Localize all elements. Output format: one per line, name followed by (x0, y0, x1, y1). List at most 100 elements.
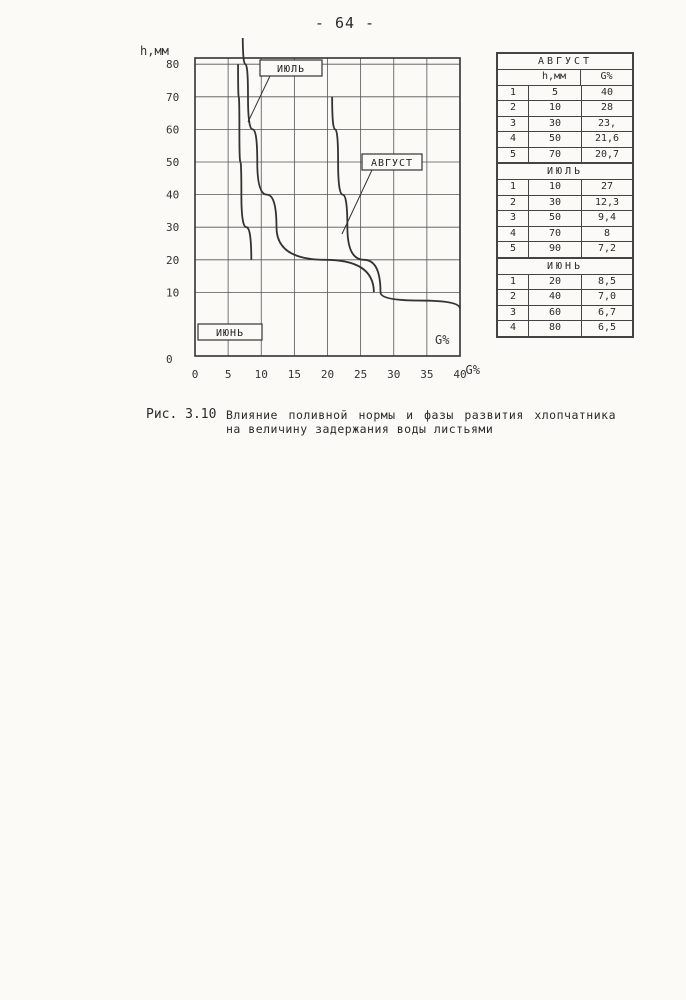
header-g-cell: G% (600, 71, 613, 82)
table-row: 1 5 40 (498, 85, 632, 101)
y-axis-label: h,мм (140, 44, 169, 58)
row-h-value: 5 (529, 85, 582, 100)
y-tick-label: 50 (166, 156, 179, 169)
y-tick-label: 40 (166, 189, 179, 202)
table-row: 4 70 8 (498, 226, 632, 242)
y-tick-label: 60 (166, 123, 179, 136)
y-tick-label: 20 (166, 254, 179, 267)
table-row: 2 10 28 (498, 101, 632, 117)
data-table: АВГУСТ h,мм G% 1 5 40 2 10 28 3 30 23, 4 50 21,6… (496, 52, 634, 338)
x-axis-label: G% (466, 363, 481, 377)
row-index: 3 (498, 305, 529, 320)
row-h-value: 10 (529, 101, 582, 116)
july-line (241, 38, 375, 293)
x-tick-label: 30 (387, 368, 400, 381)
row-index: 5 (498, 147, 529, 162)
row-index: 5 (498, 242, 529, 257)
row-g-value: 23, (597, 117, 617, 129)
y-tick-label: 0 (166, 353, 173, 366)
series-tag-text: АВГУСТ (371, 158, 413, 169)
caption-text: Влияние поливной нормы и фазы развития х… (226, 408, 616, 436)
tick-labels: 0 5 10 15 20 25 30 35 40 0 10 20 30 40 50 60 70 80 (166, 58, 467, 381)
row-g-value: 6,7 (597, 306, 617, 318)
chart-grid (195, 58, 460, 356)
series-tag-july: ИЮЛЬ (247, 59, 323, 123)
table-group-july: ИЮЛЬ 1 10 27 2 30 12,3 3 50 9,4 4 70 8 5 90 7,2 (498, 164, 632, 259)
x-tick-label: 40 (453, 368, 466, 381)
row-index: 2 (498, 101, 529, 116)
row-g-value: 8 (603, 227, 611, 239)
page-number: - 64 - (314, 14, 376, 32)
row-index: 4 (498, 321, 529, 336)
series-tag-text: ИЮНЬ (216, 328, 244, 339)
row-g-value: 8,5 (597, 275, 617, 287)
x-tick-label: 5 (225, 368, 232, 381)
row-index: 3 (498, 211, 529, 226)
table-row: 5 90 7,2 (498, 242, 632, 257)
x-tick-label: 0 (192, 368, 199, 381)
row-h-value: 40 (529, 290, 582, 305)
row-h-value: 10 (529, 180, 582, 195)
row-h-value: 30 (529, 116, 582, 131)
row-g-value: 7,2 (597, 243, 617, 254)
table-row: 4 80 6,5 (498, 321, 632, 336)
row-index: 4 (498, 226, 529, 241)
y-tick-label: 80 (166, 58, 179, 71)
table-header-row: h,мм G% (498, 70, 632, 86)
row-h-value: 50 (529, 211, 582, 226)
retention-chart: 0 5 10 15 20 25 30 35 40 0 10 20 30 40 50 60 70 80 h,мм G… (140, 38, 481, 381)
row-h-value: 70 (529, 226, 582, 241)
table-row: 1 10 27 (498, 180, 632, 196)
table-row: 3 30 23, (498, 116, 632, 132)
series-tag-box (197, 323, 263, 341)
header-h-cell: h,мм (528, 70, 581, 85)
series-tag-text: ИЮЛЬ (277, 64, 305, 75)
june-line (237, 64, 253, 260)
row-g-value: 6,5 (597, 322, 617, 333)
row-h-value: 90 (529, 242, 582, 257)
table-row: 2 40 7,0 (498, 290, 632, 306)
row-h-value: 80 (529, 321, 582, 336)
y-tick-label: 10 (166, 286, 179, 299)
y-tick-label: 30 (166, 221, 179, 234)
table-group-august: АВГУСТ h,мм G% 1 5 40 2 10 28 3 30 23, 4 50 21,6… (498, 54, 632, 164)
table-row: 3 60 6,7 (498, 305, 632, 321)
curve-end-label: G% (435, 333, 450, 347)
x-tick-label: 20 (321, 368, 334, 381)
row-index: 1 (498, 85, 529, 100)
row-h-value: 60 (529, 305, 582, 320)
group-title-august: АВГУСТ (498, 54, 632, 70)
row-index: 2 (498, 290, 529, 305)
table-row: 3 50 9,4 (498, 211, 632, 227)
table-group-june: ИЮНЬ 1 20 8,5 2 40 7,0 3 60 6,7 4 80 6,5 (498, 259, 632, 336)
row-h-value: 30 (529, 195, 582, 210)
table-row: 1 20 8,5 (498, 274, 632, 290)
row-h-value: 50 (529, 132, 582, 147)
x-tick-label: 25 (354, 368, 367, 381)
row-index: 4 (498, 132, 529, 147)
august-line (331, 96, 461, 309)
row-g-value: 9,4 (597, 212, 617, 223)
series-tag-august: АВГУСТ (341, 153, 423, 235)
x-tick-label: 10 (255, 368, 268, 381)
table-row: 4 50 21,6 (498, 132, 632, 148)
series-tag-box (361, 153, 423, 171)
series-lines (237, 38, 461, 309)
caption-label: Рис. 3.10 (146, 407, 217, 422)
row-h-value: 20 (529, 274, 582, 289)
row-g-value: 27 (600, 181, 614, 192)
row-index: 2 (498, 195, 529, 210)
row-g-value: 40 (600, 86, 614, 98)
table-row: 2 30 12,3 (498, 195, 632, 211)
row-g-value: 21,6 (594, 133, 620, 144)
row-h-value: 70 (529, 147, 582, 162)
plot-frame (194, 57, 461, 357)
row-index: 3 (498, 116, 529, 131)
row-index: 1 (498, 274, 529, 289)
row-g-value: 12,3 (594, 196, 620, 208)
row-g-value: 20,7 (594, 148, 620, 160)
x-tick-label: 35 (420, 368, 433, 381)
table-row: 5 70 20,7 (498, 147, 632, 162)
leader-line (341, 169, 373, 235)
header-index-cell (498, 70, 528, 85)
